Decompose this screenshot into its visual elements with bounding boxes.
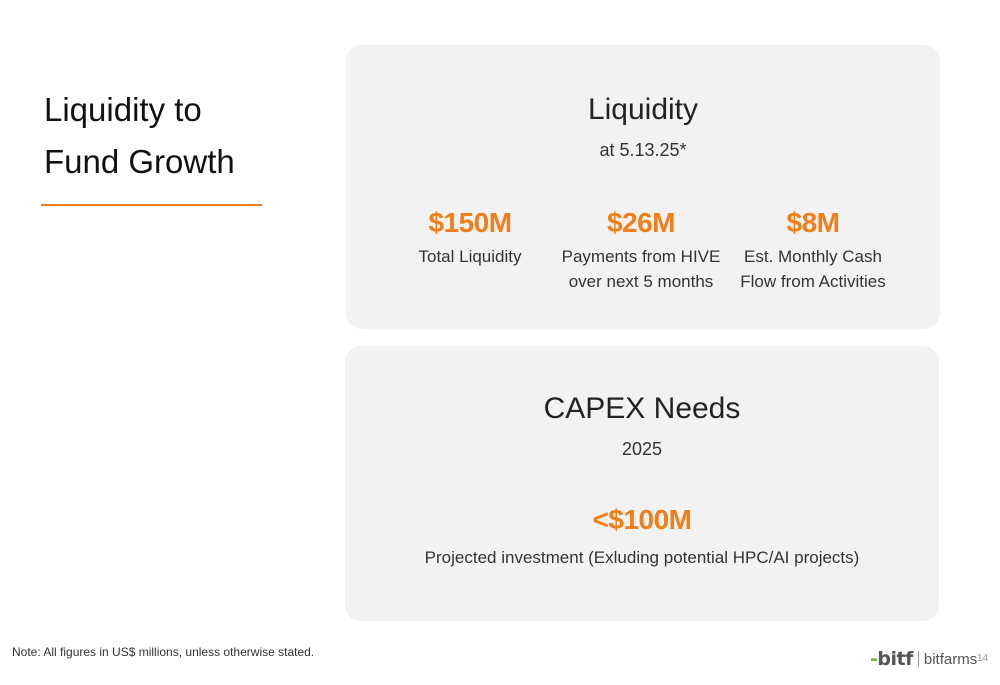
metric-label: Payments from HIVE over next 5 months	[546, 244, 736, 294]
metric-label-line-1: Total Liquidity	[418, 247, 522, 266]
metric-label-line-2: Flow from Activities	[740, 272, 886, 291]
logo-separator	[917, 651, 919, 667]
footnote: Note: All figures in US$ millions, unles…	[12, 645, 315, 659]
slide-title: Liquidity to Fund Growth	[44, 84, 324, 188]
metric-hive-payments: $26M Payments from HIVE over next 5 mont…	[546, 206, 736, 294]
logo-mark-text: bitf	[877, 648, 913, 670]
metric-label-line-1: Payments from HIVE	[561, 247, 721, 266]
metric-value: $8M	[786, 207, 840, 238]
liquidity-heading: Liquidity	[587, 93, 699, 126]
logo-wordmark: bitfarms	[923, 650, 978, 668]
liquidity-card: Liquidity at 5.13.25* $150M Total Liquid…	[346, 45, 940, 329]
bitfarms-logo: -bitf bitfarms	[870, 648, 977, 670]
metric-label-line-2: over next 5 months	[568, 272, 714, 291]
metric-value: $150M	[428, 207, 512, 238]
page-number: 14	[977, 653, 989, 664]
capex-card: CAPEX Needs 2025 <$100M Projected invest…	[345, 346, 939, 621]
metric-total-liquidity: $150M Total Liquidity	[375, 206, 565, 269]
liquidity-date: at 5.13.25*	[599, 140, 687, 160]
capex-heading: CAPEX Needs	[543, 392, 741, 425]
metric-label-line-1: Est. Monthly Cash	[744, 247, 882, 266]
metric-monthly-cash-flow: $8M Est. Monthly Cash Flow from Activiti…	[718, 206, 908, 294]
slide-title-line-1: Liquidity to	[44, 91, 202, 128]
metric-label: Total Liquidity	[375, 244, 565, 269]
metric-label: Est. Monthly Cash Flow from Activities	[718, 244, 908, 294]
capex-value: <$100M	[592, 504, 692, 535]
metric-value: $26M	[606, 207, 676, 238]
logo-mark-icon: -bitf	[870, 648, 913, 670]
capex-year: 2025	[621, 439, 663, 459]
slide-title-line-2: Fund Growth	[44, 143, 235, 180]
capex-label: Projected investment (Exluding potential…	[424, 548, 860, 567]
title-underline	[41, 204, 262, 206]
